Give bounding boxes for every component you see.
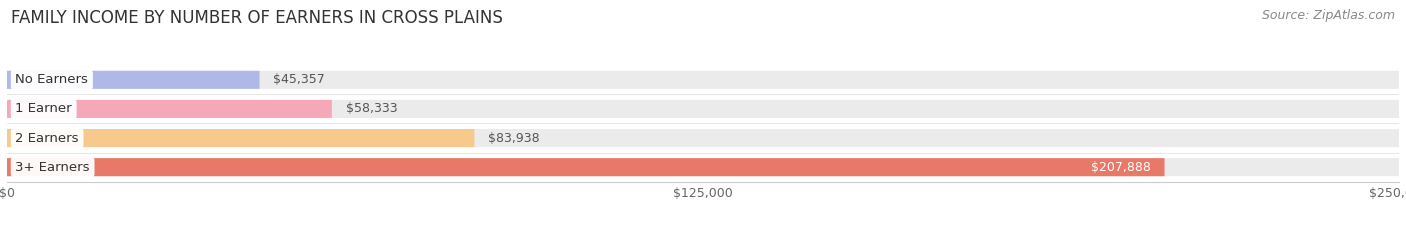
FancyBboxPatch shape [7, 129, 474, 147]
FancyBboxPatch shape [7, 100, 332, 118]
Text: Source: ZipAtlas.com: Source: ZipAtlas.com [1261, 9, 1395, 22]
Text: $58,333: $58,333 [346, 103, 398, 115]
Text: 3+ Earners: 3+ Earners [15, 161, 90, 174]
Text: 1 Earner: 1 Earner [15, 103, 72, 115]
Text: No Earners: No Earners [15, 73, 89, 86]
FancyBboxPatch shape [7, 71, 1399, 89]
Text: $83,938: $83,938 [488, 132, 540, 144]
FancyBboxPatch shape [7, 158, 1164, 176]
FancyBboxPatch shape [7, 100, 1399, 118]
Text: FAMILY INCOME BY NUMBER OF EARNERS IN CROSS PLAINS: FAMILY INCOME BY NUMBER OF EARNERS IN CR… [11, 9, 503, 27]
Text: 2 Earners: 2 Earners [15, 132, 79, 144]
FancyBboxPatch shape [7, 129, 1399, 147]
Text: $45,357: $45,357 [274, 73, 325, 86]
Text: $207,888: $207,888 [1091, 161, 1150, 174]
FancyBboxPatch shape [7, 71, 260, 89]
FancyBboxPatch shape [7, 158, 1399, 176]
